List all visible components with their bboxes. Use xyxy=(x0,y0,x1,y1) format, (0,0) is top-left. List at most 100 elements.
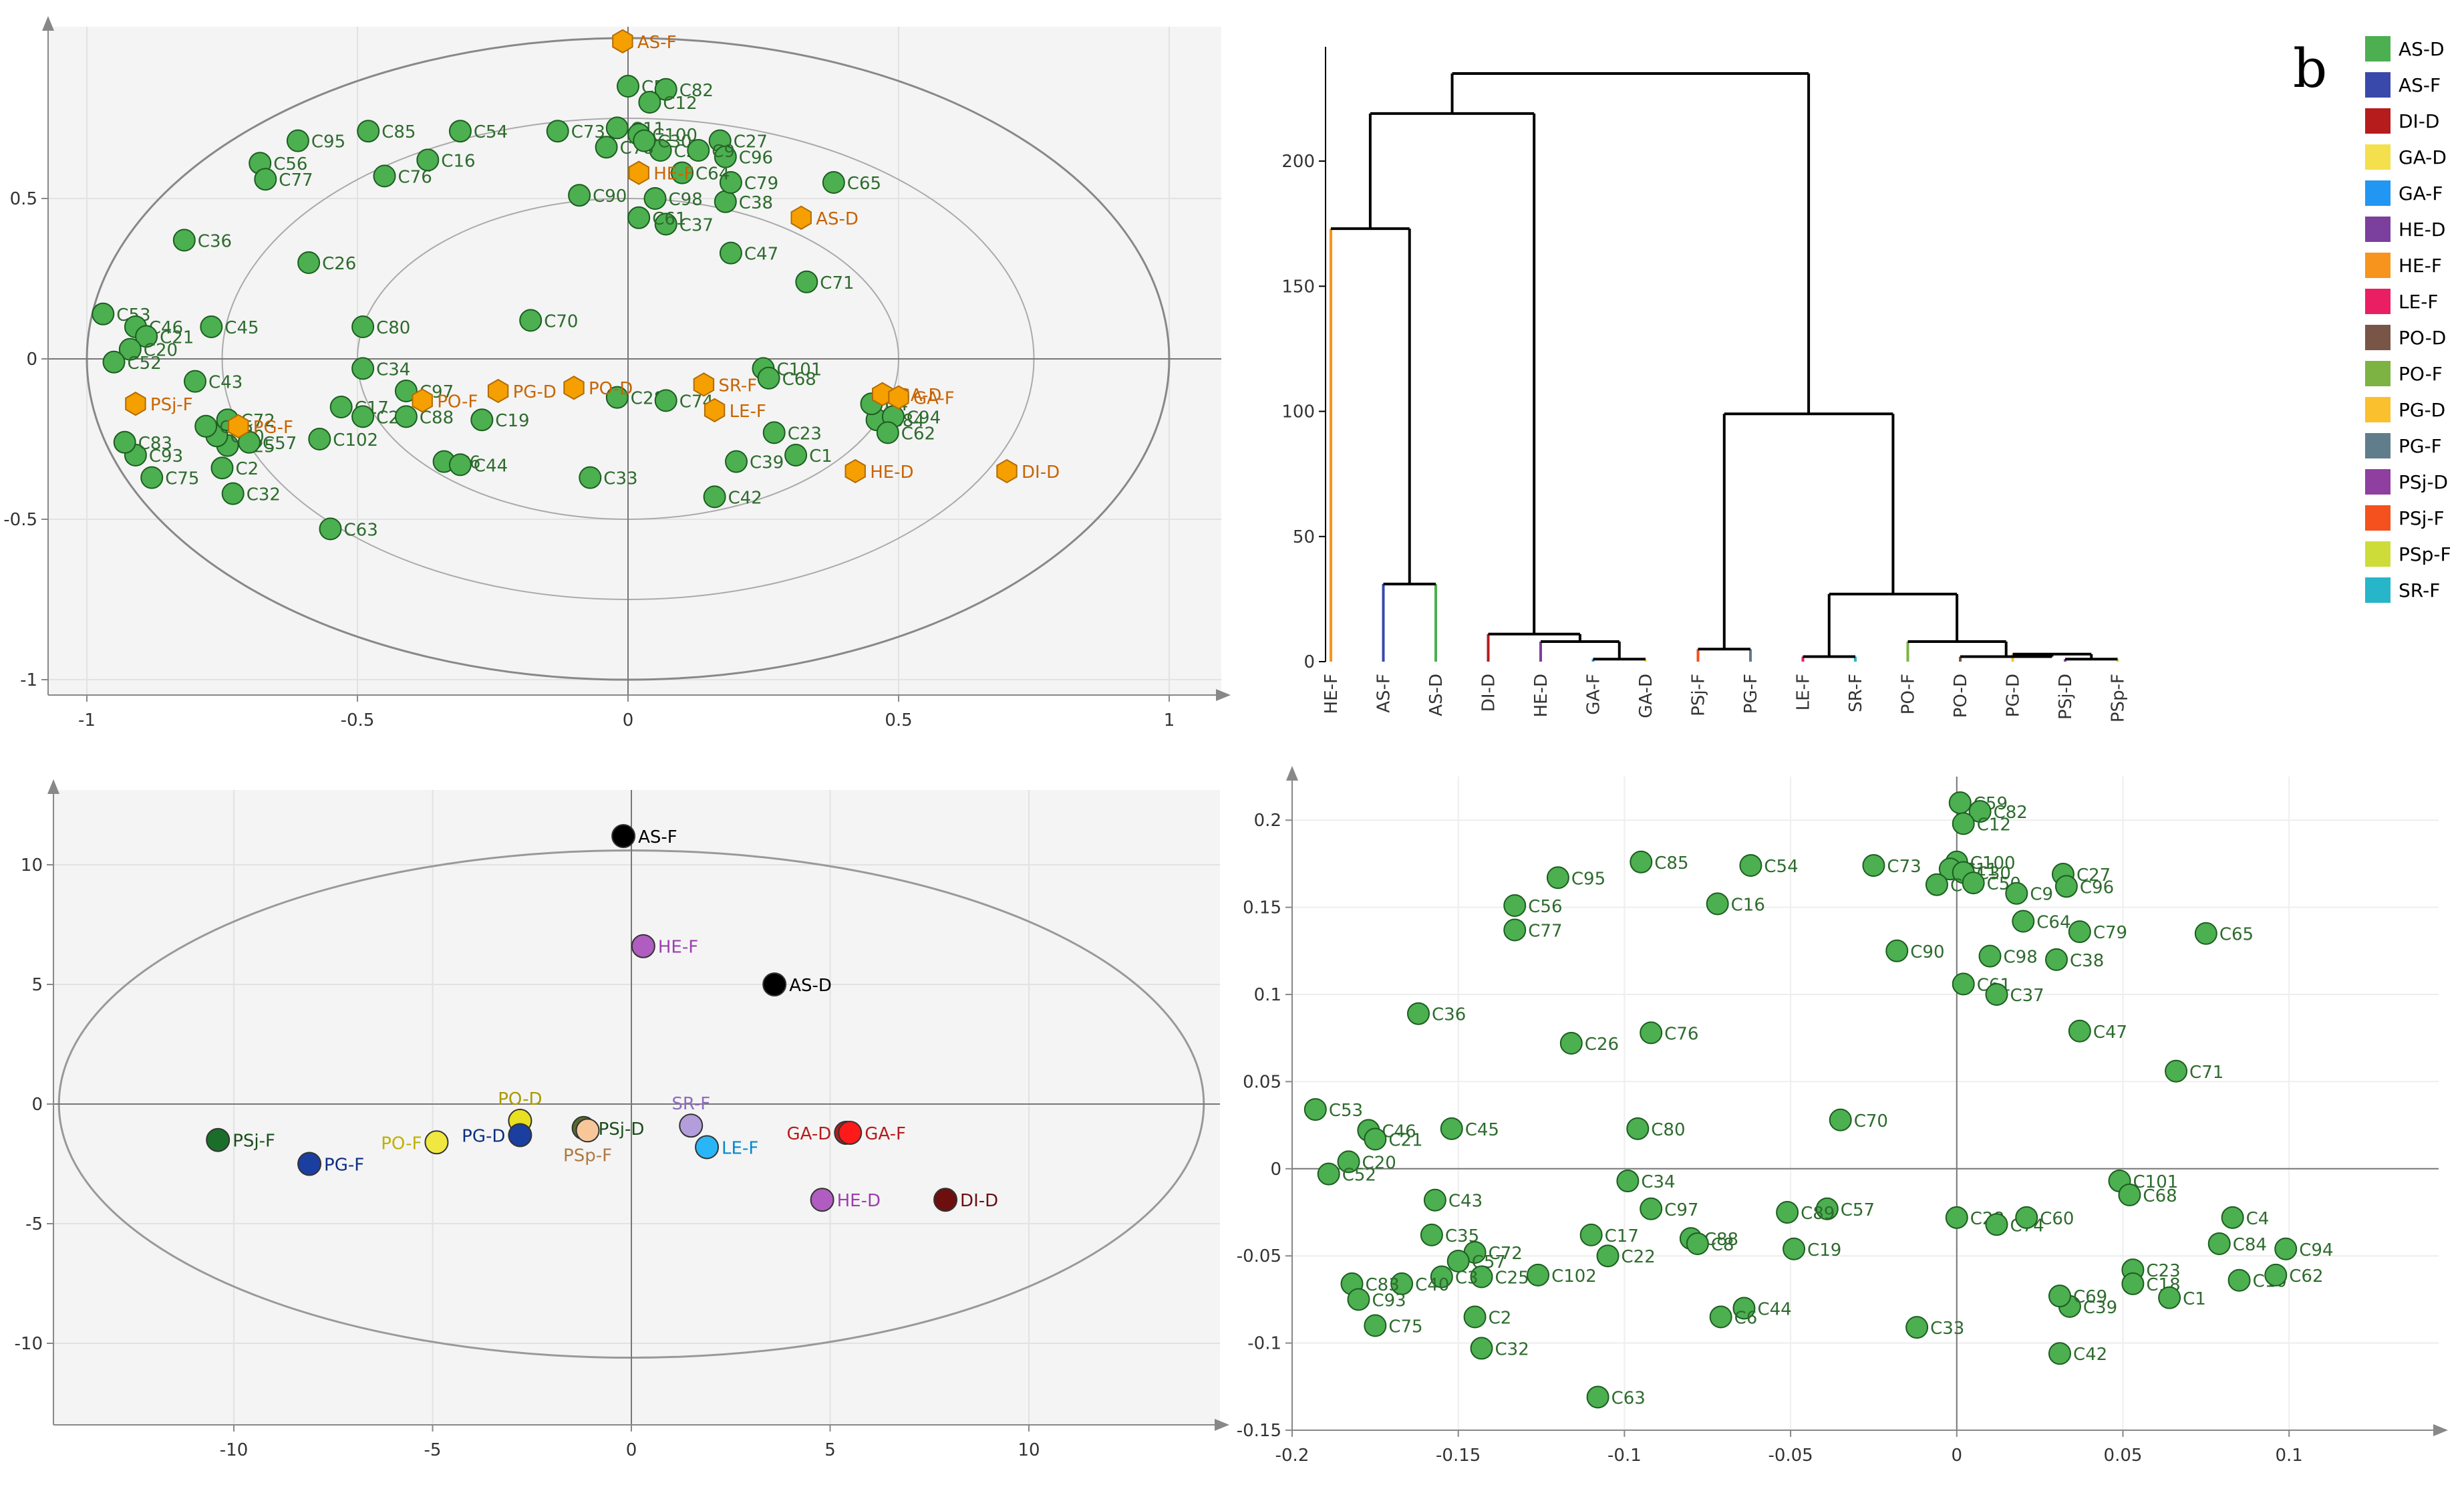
compound-point-C21 xyxy=(1364,1127,1387,1151)
sample-point-LE-F xyxy=(704,398,726,422)
legend-item-AS-D: AS-D xyxy=(2365,31,2459,67)
compound-point-C63 xyxy=(1586,1385,1609,1409)
compound-label-C57: C57 xyxy=(263,434,297,454)
x-tick-label: 5 xyxy=(824,1440,836,1460)
compound-point-C73 xyxy=(546,120,569,143)
compound-label-C32: C32 xyxy=(1495,1339,1529,1359)
compound-label-C2: C2 xyxy=(236,459,259,479)
leaf-label-SR-F: SR-F xyxy=(1846,674,1866,712)
y-tick-label: -5 xyxy=(25,1214,43,1234)
y-tick-label: 150 xyxy=(1281,277,1315,297)
legend-item-PSj-F: PSj-F xyxy=(2365,500,2459,536)
compound-point-C73 xyxy=(1862,854,1885,877)
compound-point-C71 xyxy=(795,270,818,293)
compound-label-C95: C95 xyxy=(311,132,345,152)
compound-point-C45 xyxy=(200,315,223,338)
x-tick-label: 0.1 xyxy=(2275,1446,2302,1466)
compound-point-C68 xyxy=(2118,1183,2141,1206)
legend-item-HE-F: HE-F xyxy=(2365,247,2459,283)
compound-point-C42 xyxy=(703,485,726,509)
compound-label-C47: C47 xyxy=(744,245,778,265)
sample-label-PO-D: PO-D xyxy=(498,1089,542,1109)
sample-point-GA-F xyxy=(888,385,909,410)
sample-label-AS-F: AS-F xyxy=(638,827,677,847)
compound-point-C4 xyxy=(2221,1206,2244,1229)
compound-point-C64 xyxy=(2012,910,2035,933)
compound-label-C22: C22 xyxy=(1622,1247,1656,1267)
compound-label-C54: C54 xyxy=(474,122,508,142)
compound-label-C100: C100 xyxy=(1970,853,2016,873)
compound-label-C88: C88 xyxy=(420,408,454,428)
sample-label-HE-D: HE-D xyxy=(870,462,913,483)
compound-label-C53: C53 xyxy=(1329,1101,1363,1121)
compound-label-C94: C94 xyxy=(2299,1240,2333,1260)
y-axis-arrow xyxy=(42,16,54,31)
y-tick-label: 5 xyxy=(31,975,43,995)
compound-point-C33 xyxy=(579,466,602,489)
y-tick-label: 0 xyxy=(31,1095,43,1115)
compound-label-C70: C70 xyxy=(544,311,578,331)
sample-label-HE-F: HE-F xyxy=(658,938,698,958)
compound-label-C23: C23 xyxy=(788,424,822,444)
sample-point-HE-D xyxy=(844,458,866,484)
compound-point-C98 xyxy=(643,187,667,210)
compound-point-C61 xyxy=(1952,972,1975,996)
compound-label-C38: C38 xyxy=(2070,951,2104,971)
compound-point-C102 xyxy=(1527,1263,1550,1287)
y-tick-label: 50 xyxy=(1293,527,1315,547)
y-tick-label: 0.5 xyxy=(10,189,37,209)
sample-point-PO-F xyxy=(424,1130,449,1155)
compound-point-C17 xyxy=(329,396,353,418)
x-tick-label: -0.15 xyxy=(1436,1446,1481,1466)
sample-label-SR-F: SR-F xyxy=(718,376,757,396)
compound-label-C19: C19 xyxy=(1807,1240,1841,1260)
legend-label: GA-D xyxy=(2399,146,2447,168)
compound-point-C21 xyxy=(135,325,158,348)
compound-label-C17: C17 xyxy=(1605,1226,1639,1246)
compound-label-C47: C47 xyxy=(2093,1023,2127,1043)
sample-label-PG-F: PG-F xyxy=(253,418,293,438)
legend-item-PSp-F: PSp-F xyxy=(2365,536,2459,572)
x-tick-label: -5 xyxy=(424,1440,442,1460)
legend-label: PSp-F xyxy=(2399,543,2451,565)
compound-label-C52: C52 xyxy=(128,354,162,374)
sample-label-PG-F: PG-F xyxy=(324,1156,364,1176)
sample-label-PO-F: PO-F xyxy=(437,392,478,412)
y-tick-label: 0.15 xyxy=(1243,898,1281,918)
compound-point-C1 xyxy=(784,444,808,466)
compound-point-C12 xyxy=(1952,812,1975,835)
sample-label-PSj-F: PSj-F xyxy=(150,395,193,415)
compound-label-C1: C1 xyxy=(2183,1289,2206,1309)
y-tick-label: -10 xyxy=(15,1334,43,1354)
compound-label-C3: C3 xyxy=(1455,1268,1479,1288)
compound-label-C65: C65 xyxy=(847,174,881,194)
sample-point-HE-D xyxy=(810,1188,834,1212)
compound-label-C63: C63 xyxy=(344,520,378,540)
sample-label-DI-D: DI-D xyxy=(960,1191,998,1211)
compound-point-C84 xyxy=(2207,1232,2231,1255)
compound-point-C18 xyxy=(2121,1272,2145,1295)
compound-label-C52: C52 xyxy=(1342,1166,1376,1186)
compound-label-C96: C96 xyxy=(2080,877,2114,898)
x-tick-label: 0.05 xyxy=(2104,1446,2143,1466)
compound-point-C96 xyxy=(2054,875,2078,898)
compound-point-C61 xyxy=(627,206,651,229)
legend-swatch xyxy=(2365,505,2391,531)
compound-label-C33: C33 xyxy=(603,469,637,489)
leaf-label-HE-F: HE-F xyxy=(1322,674,1342,714)
compound-point-C30 xyxy=(633,129,656,152)
compound-label-C79: C79 xyxy=(744,174,778,194)
legend-item-PG-F: PG-F xyxy=(2365,428,2459,464)
x-tick-label: -10 xyxy=(220,1440,248,1460)
compound-label-C82: C82 xyxy=(679,81,714,101)
legend-swatch xyxy=(2365,577,2391,603)
sample-point-PSj-F xyxy=(125,392,146,416)
compound-point-C97 xyxy=(1640,1197,1663,1220)
compound-point-C71 xyxy=(2165,1059,2188,1083)
compound-label-C73: C73 xyxy=(1887,857,1921,877)
legend-swatch xyxy=(2365,253,2391,278)
leaf-label-PO-F: PO-F xyxy=(1899,674,1919,714)
legend-label: PO-F xyxy=(2399,362,2443,385)
x-tick-label: 10 xyxy=(1018,1440,1040,1460)
sample-point-GA-F xyxy=(838,1120,863,1145)
